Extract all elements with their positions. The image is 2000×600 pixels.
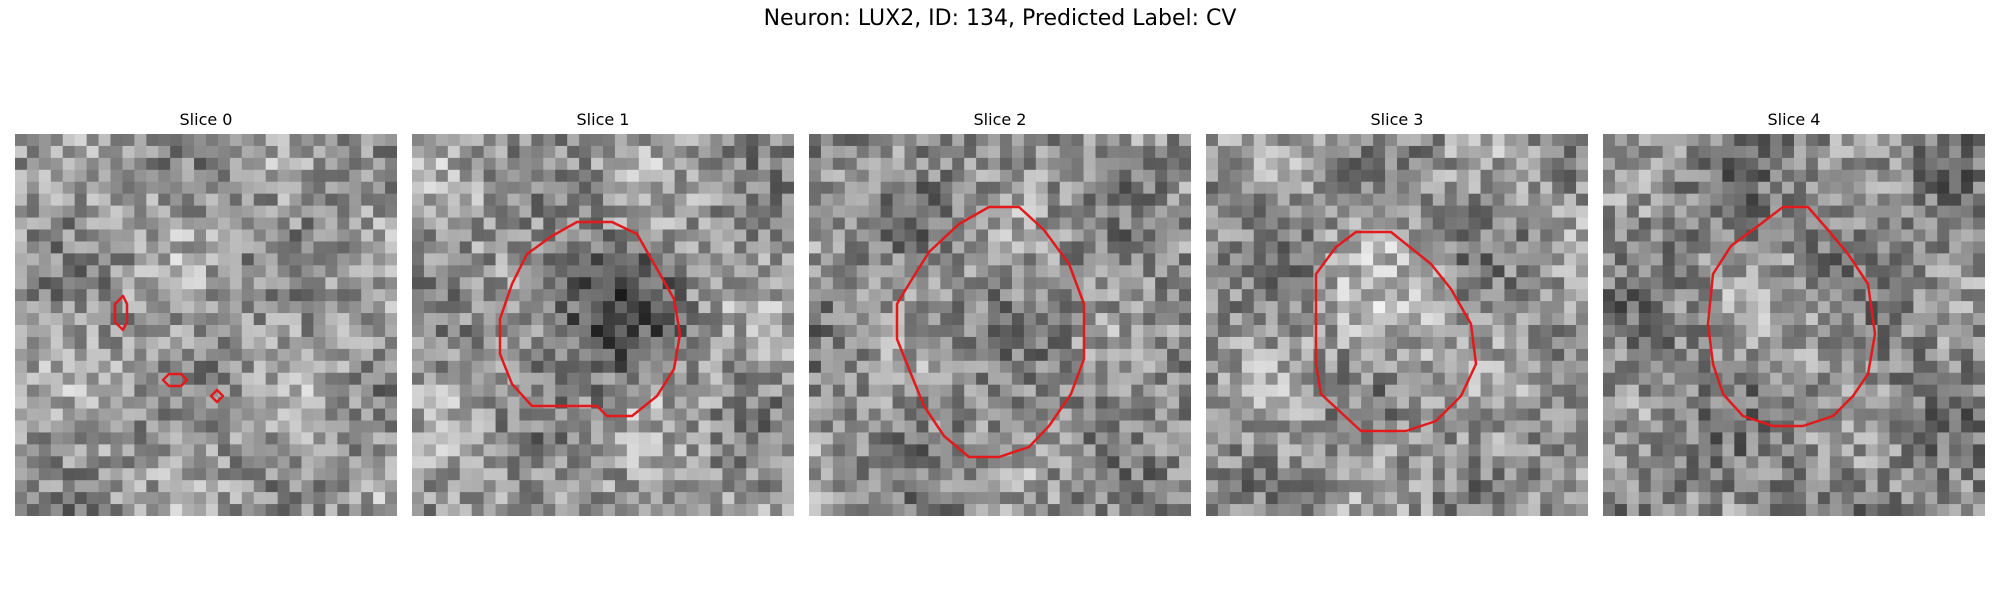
roi-contour (1314, 230, 1478, 433)
roi-contour (113, 294, 129, 332)
slice-image-4 (1603, 134, 1985, 516)
pixel-grid (1206, 134, 1588, 516)
slice-title: Slice 0 (179, 110, 233, 129)
slice-image-2 (809, 134, 1191, 516)
slice-image-1 (412, 134, 794, 516)
slice-title: Slice 4 (1767, 110, 1821, 129)
slice-image-0 (15, 134, 397, 516)
slice-title: Slice 1 (576, 110, 630, 129)
roi-contour (1706, 205, 1877, 428)
pixel-grid (1603, 134, 1985, 516)
roi-contour (895, 205, 1086, 459)
slice-title: Slice 2 (973, 110, 1027, 129)
slice-title: Slice 3 (1370, 110, 1424, 129)
roi-contour (498, 220, 682, 418)
figure-title: Neuron: LUX2, ID: 134, Predicted Label: … (763, 6, 1237, 31)
pixel-grid (412, 134, 794, 516)
roi-contour (161, 372, 189, 388)
pixel-grid (15, 134, 397, 516)
slice-image-3 (1206, 134, 1588, 516)
pixel-grid (809, 134, 1191, 516)
roi-contour (209, 388, 225, 404)
